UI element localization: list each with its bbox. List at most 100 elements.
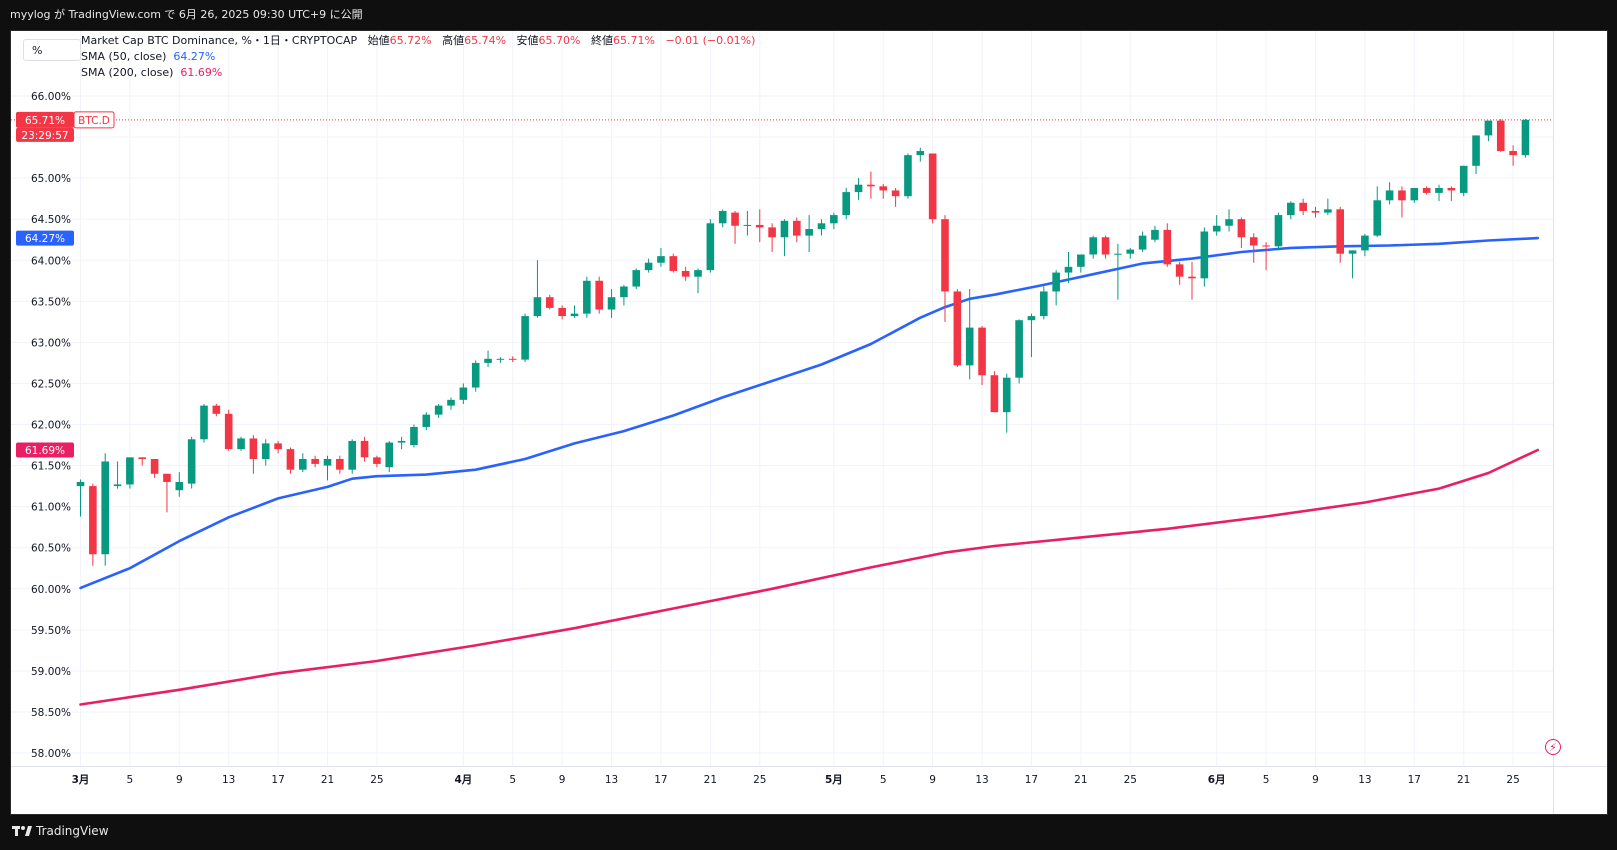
candle-body: [879, 186, 888, 191]
candle: [323, 455, 332, 481]
candle: [1410, 187, 1419, 203]
x-tick-label: 5: [509, 774, 516, 786]
candle: [163, 473, 171, 513]
x-tick-label: 21: [1074, 774, 1087, 786]
x-tick-label: 21: [321, 774, 334, 786]
candle: [644, 258, 653, 273]
sma200-legend-row[interactable]: SMA (200, close) 61.69%: [81, 65, 755, 81]
y-tick-label: 60.50%: [31, 543, 71, 555]
last-price-badge-bg: [16, 111, 74, 128]
candle: [1249, 233, 1258, 263]
candle-body: [891, 190, 900, 197]
sma200-price-badge-text: 61.69%: [25, 445, 65, 457]
candle: [1114, 243, 1122, 300]
candle: [1089, 235, 1097, 259]
candle-body: [780, 220, 789, 238]
candle: [965, 288, 974, 380]
candle-body: [508, 358, 517, 360]
candle: [1521, 118, 1530, 158]
candle-body: [496, 358, 505, 360]
symbol-legend-row[interactable]: Market Cap BTC Dominance, %・1日・CRYPTOCAP…: [81, 33, 755, 49]
x-tick-label: 13: [605, 774, 618, 786]
candle: [1237, 217, 1246, 248]
candle: [595, 276, 603, 314]
tradingview-brand[interactable]: TradingView: [12, 824, 109, 838]
candle: [1348, 250, 1357, 279]
candle-body: [965, 327, 974, 366]
candle-body: [570, 313, 579, 317]
sma50-legend-row[interactable]: SMA (50, close) 64.27%: [81, 49, 755, 65]
flash-icon[interactable]: ⚡: [1545, 739, 1561, 755]
candle-body: [805, 229, 813, 236]
candle-body: [1262, 245, 1270, 247]
candle: [1435, 184, 1443, 202]
candle: [546, 294, 554, 310]
candle: [447, 397, 455, 410]
candle: [904, 153, 912, 199]
candle-body: [1422, 187, 1431, 193]
x-tick-label: 13: [975, 774, 988, 786]
candle: [224, 409, 233, 451]
candle-body: [348, 440, 356, 470]
candle: [1447, 186, 1456, 202]
candle-body: [904, 155, 912, 197]
y-tick-label: 58.00%: [31, 748, 71, 760]
candle-body: [916, 151, 925, 156]
candle-body: [583, 280, 591, 314]
x-tick-label: 5: [127, 774, 134, 786]
y-tick-label: 59.00%: [31, 666, 71, 678]
chart-frame[interactable]: 66.00%65.50%65.00%64.50%64.00%63.50%63.0…: [10, 30, 1608, 815]
candle: [941, 215, 949, 322]
candle: [657, 247, 665, 267]
candle: [1373, 186, 1382, 238]
price-chart[interactable]: 66.00%65.50%65.00%64.50%64.00%63.50%63.0…: [11, 31, 1607, 814]
last-price-badge: 65.71% BTC.D 23:29:57: [16, 111, 115, 142]
x-tick-label: 6月: [1208, 774, 1226, 786]
candle-body: [1398, 190, 1406, 201]
candle-body: [89, 486, 97, 555]
candle-body: [1015, 320, 1023, 378]
candle-body: [1225, 219, 1233, 226]
candle: [681, 266, 690, 281]
countdown-badge-bg: [16, 127, 74, 142]
x-tick-label: 25: [753, 774, 766, 786]
candle: [879, 183, 888, 199]
candle-body: [1274, 215, 1283, 247]
candle-body: [1299, 202, 1307, 211]
candle: [385, 440, 394, 473]
candle-body: [1138, 235, 1147, 250]
candle: [348, 439, 356, 474]
candle-body: [1348, 250, 1357, 254]
candle-body: [101, 461, 109, 555]
candle-body: [521, 316, 529, 360]
candle-body: [1287, 202, 1295, 216]
sma200-label: SMA (200, close): [81, 66, 174, 79]
candle: [410, 424, 418, 448]
candle: [422, 412, 431, 431]
candle: [521, 313, 529, 363]
candle-body: [1249, 237, 1258, 246]
candle-body: [533, 297, 542, 317]
scale-mode-button[interactable]: %: [23, 39, 81, 61]
publish-header: myylog が TradingView.com で 6月 26, 2025 0…: [10, 8, 363, 21]
candle-body: [1089, 237, 1097, 255]
candle-body: [1151, 229, 1159, 240]
candle: [311, 455, 319, 468]
candle: [1509, 145, 1517, 166]
candle: [360, 436, 369, 462]
x-tick-label: 5: [880, 774, 887, 786]
candles: [76, 118, 1530, 566]
candle-body: [1410, 187, 1419, 201]
candle: [706, 219, 715, 273]
candle-body: [1459, 165, 1468, 193]
candle-body: [867, 184, 875, 187]
sma200-price-badge-bg: [16, 442, 74, 458]
candle-body: [718, 210, 727, 224]
candle: [336, 455, 344, 474]
sma50-value: 64.27%: [173, 50, 216, 63]
candle-body: [1200, 231, 1209, 279]
candle-body: [299, 458, 307, 470]
candle-body: [311, 458, 319, 464]
candle-body: [249, 438, 258, 459]
x-tick-label: 25: [1506, 774, 1519, 786]
